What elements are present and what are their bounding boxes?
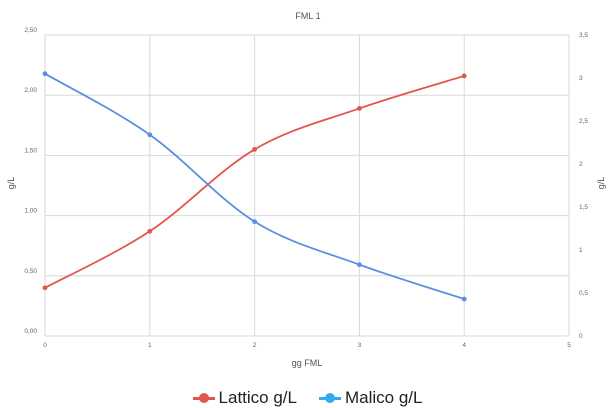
data-point-malico bbox=[42, 71, 48, 77]
y2-tick-label: 1 bbox=[579, 247, 583, 254]
y2-tick-label: 3,5 bbox=[579, 32, 588, 39]
y-axis-right: 0 0,5 1 1,5 2 2,5 3 3,5 bbox=[579, 32, 588, 340]
y-axis-left: 0,00 0,50 1,00 1,50 2,00 2,50 bbox=[24, 27, 37, 335]
x-tick-label: 2 bbox=[253, 342, 257, 349]
lattico-marker-icon bbox=[192, 393, 215, 403]
x-tick-label: 1 bbox=[148, 342, 152, 349]
data-point-malico bbox=[252, 219, 257, 225]
chart-title: FML 1 bbox=[295, 11, 320, 21]
x-tick-label: 5 bbox=[567, 342, 571, 349]
y-tick-label: 0,00 bbox=[24, 328, 37, 335]
legend-label-malico: Malico g/L bbox=[344, 388, 423, 407]
y-tick-label: 0,50 bbox=[24, 268, 37, 275]
x-tick-label: 4 bbox=[462, 342, 466, 349]
legend-item-malico[interactable]: Malico g/L bbox=[318, 388, 423, 408]
y-tick-label: 2,00 bbox=[24, 87, 37, 94]
x-tick-label: 3 bbox=[358, 342, 362, 349]
data-point-lattico bbox=[357, 106, 362, 111]
y-axis-title-left: g/L bbox=[6, 177, 16, 190]
legend-label-lattico: Lattico g/L bbox=[218, 388, 297, 407]
y-axis-title-right: g/L bbox=[596, 177, 606, 190]
x-axis: 0 1 2 3 4 5 bbox=[43, 342, 571, 349]
series-group bbox=[42, 71, 467, 302]
data-point-lattico bbox=[461, 73, 467, 79]
y2-tick-label: 1,5 bbox=[579, 204, 588, 211]
malico-marker-icon bbox=[318, 393, 341, 403]
y2-tick-label: 3 bbox=[579, 75, 583, 82]
x-tick-label: 0 bbox=[43, 342, 47, 349]
x-axis-title: gg FML bbox=[292, 358, 323, 368]
data-point-malico bbox=[461, 296, 467, 302]
y2-tick-label: 2 bbox=[579, 161, 583, 168]
data-point-lattico bbox=[252, 146, 257, 152]
data-point-malico bbox=[147, 132, 153, 138]
legend: Lattico g/L Malico g/L bbox=[0, 388, 615, 408]
y2-tick-label: 0,5 bbox=[579, 290, 588, 297]
y-tick-label: 1,00 bbox=[24, 208, 37, 215]
data-point-lattico bbox=[42, 285, 48, 291]
legend-item-lattico[interactable]: Lattico g/L bbox=[192, 388, 297, 408]
y2-tick-label: 0 bbox=[579, 333, 583, 340]
y-tick-label: 1,50 bbox=[24, 147, 37, 154]
y2-tick-label: 2,5 bbox=[579, 118, 588, 125]
data-point-lattico bbox=[147, 228, 153, 234]
grid bbox=[44, 34, 570, 337]
y-tick-label: 2,50 bbox=[24, 27, 37, 34]
data-point-malico bbox=[357, 262, 362, 268]
